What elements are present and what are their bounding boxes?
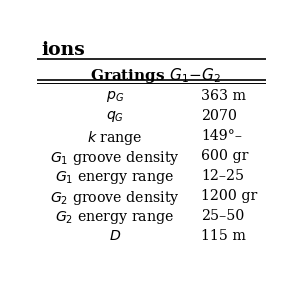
Text: $G_2$ energy range: $G_2$ energy range	[55, 209, 174, 226]
Text: Gratings $G_1$$-$$G_2$: Gratings $G_1$$-$$G_2$	[90, 66, 221, 85]
Text: ions: ions	[41, 41, 85, 59]
Text: $G_2$ groove density: $G_2$ groove density	[50, 189, 179, 207]
Text: 25–50: 25–50	[201, 209, 245, 223]
Text: 2070: 2070	[201, 109, 237, 123]
Text: 115 m: 115 m	[201, 230, 246, 243]
Text: $q_G$: $q_G$	[106, 109, 124, 124]
Text: 12–25: 12–25	[201, 169, 245, 183]
Text: $p_G$: $p_G$	[106, 89, 124, 104]
Text: 1200 gr: 1200 gr	[201, 189, 258, 204]
Text: $k$ range: $k$ range	[87, 130, 142, 148]
Text: $D$: $D$	[109, 230, 121, 243]
Text: $G_1$ groove density: $G_1$ groove density	[50, 150, 179, 168]
Text: 149°–: 149°–	[201, 130, 242, 143]
Text: $G_1$ energy range: $G_1$ energy range	[55, 169, 174, 186]
Text: 363 m: 363 m	[201, 89, 247, 104]
Text: 600 gr: 600 gr	[201, 150, 249, 163]
